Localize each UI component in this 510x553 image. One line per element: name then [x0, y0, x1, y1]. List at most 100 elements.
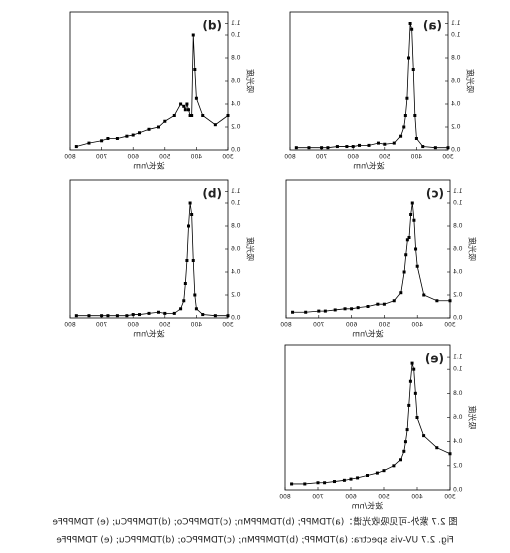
data-point	[399, 291, 403, 295]
panel-label: (d)	[202, 19, 222, 33]
plot-frame	[289, 11, 449, 151]
data-point	[317, 309, 321, 313]
y-tick-label: 0.0	[453, 487, 463, 494]
panel-label: (e)	[425, 352, 444, 366]
data-point	[351, 145, 355, 149]
data-point	[435, 299, 439, 303]
data-point	[106, 314, 110, 318]
data-point	[201, 313, 205, 317]
data-point	[358, 143, 362, 147]
data-point	[382, 302, 386, 306]
data-point	[194, 96, 198, 100]
y-tick-label: 0.2	[231, 292, 241, 299]
x-tick-label: 500	[159, 322, 171, 329]
data-point	[163, 119, 167, 123]
data-point	[226, 314, 230, 318]
x-tick-label: 500	[378, 322, 390, 329]
data-point	[194, 307, 198, 311]
x-tick-label: 300	[222, 322, 234, 329]
data-point	[179, 102, 183, 106]
data-point	[115, 314, 119, 318]
data-point	[138, 313, 142, 317]
x-tick-label: 600	[127, 154, 139, 161]
data-point	[414, 137, 418, 140]
data-point	[383, 142, 387, 146]
x-tick-label: 600	[127, 322, 139, 329]
data-point	[421, 145, 425, 149]
data-point	[187, 108, 190, 112]
caption-en: Fig. 2.7 UV-vis spectra: (a)TDMPP; (b)TD…	[56, 536, 454, 546]
x-tick-label: 500	[159, 154, 171, 161]
panel-label: (a)	[423, 19, 442, 33]
data-point	[304, 310, 308, 314]
data-point	[185, 259, 189, 262]
data-point	[190, 114, 194, 117]
y-tick-label: 0.0	[451, 147, 461, 154]
data-point	[366, 474, 369, 477]
data-point	[343, 307, 347, 311]
data-point	[408, 22, 412, 25]
data-point	[163, 311, 167, 315]
x-axis-label: 波长/nm	[353, 161, 385, 171]
data-point	[345, 145, 349, 149]
plot-frame	[69, 179, 229, 319]
data-point	[405, 428, 409, 432]
y-tick-label: 1.1	[231, 20, 241, 27]
data-point	[193, 68, 197, 71]
data-point	[413, 391, 417, 395]
x-tick-label: 800	[279, 494, 291, 501]
x-tick-label: 700	[96, 322, 108, 329]
y-tick-label: 0.8	[453, 390, 463, 397]
y-tick-label: 0.6	[453, 414, 463, 421]
y-tick-label: 0.6	[231, 246, 241, 253]
x-tick-label: 700	[312, 494, 324, 501]
data-point	[138, 131, 142, 135]
y-tick-label: 0.0	[453, 315, 463, 322]
x-tick-label: 800	[64, 154, 76, 161]
y-tick-label: 1.0	[451, 32, 461, 39]
y-tick-label: 0.8	[451, 55, 461, 62]
data-point	[409, 213, 413, 216]
x-tick-label: 600	[347, 154, 359, 161]
data-point	[213, 314, 217, 318]
data-point	[303, 482, 307, 486]
data-point	[182, 299, 186, 303]
data-point	[413, 114, 417, 117]
data-point	[392, 141, 396, 145]
y-tick-label: 1.1	[453, 354, 463, 361]
data-point	[183, 282, 187, 285]
y-tick-label: 0.8	[453, 223, 463, 230]
data-point	[448, 452, 452, 456]
x-tick-label: 700	[96, 154, 108, 161]
x-tick-label: 300	[444, 494, 456, 501]
y-axis-label: 吸光度	[246, 69, 256, 93]
x-tick-label: 300	[222, 154, 234, 161]
x-tick-label: 400	[190, 154, 202, 161]
data-point	[448, 299, 452, 303]
data-point	[201, 114, 205, 117]
data-point	[407, 403, 411, 407]
plot-frame	[284, 344, 451, 491]
x-tick-label: 600	[346, 322, 358, 329]
spectrum-line	[291, 363, 451, 485]
data-point	[323, 309, 327, 313]
y-tick-label: 1.1	[453, 188, 463, 195]
data-point	[87, 141, 91, 145]
data-point	[172, 311, 176, 315]
y-tick-label: 0.4	[453, 438, 463, 445]
data-point	[399, 458, 402, 462]
x-tick-label: 500	[379, 154, 391, 161]
data-point	[350, 307, 354, 311]
x-tick-label: 400	[411, 494, 423, 501]
data-point	[320, 146, 324, 150]
y-tick-label: 0.2	[231, 124, 241, 131]
y-tick-label: 1.0	[453, 366, 463, 373]
data-point	[392, 299, 396, 303]
data-point	[333, 480, 336, 484]
data-point	[411, 68, 415, 71]
spectrum-line	[296, 23, 448, 149]
spectrum-line	[76, 202, 228, 317]
y-tick-label: 1.0	[453, 200, 463, 207]
data-point	[422, 293, 426, 297]
